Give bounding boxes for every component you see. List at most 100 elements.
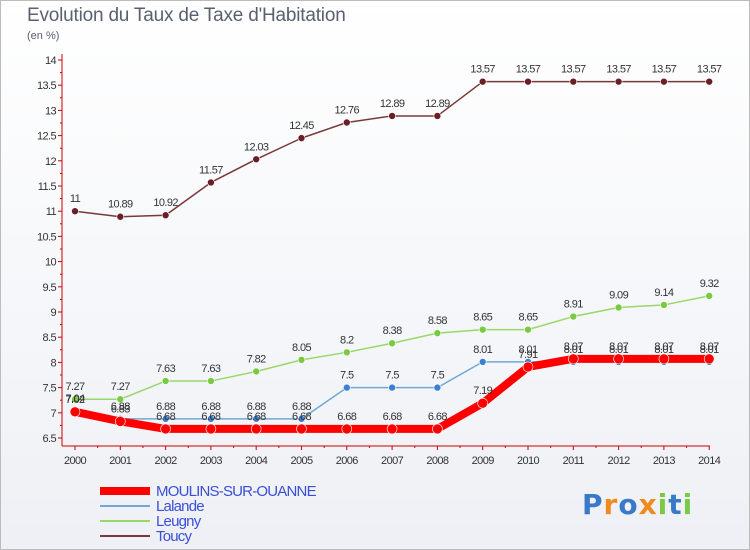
data-point xyxy=(71,207,79,215)
x-tick-label: 2007 xyxy=(381,455,404,467)
data-label: 9.32 xyxy=(700,278,719,290)
data-label: 7.02 xyxy=(65,394,84,406)
data-label: 6.68 xyxy=(428,411,447,423)
data-point xyxy=(297,134,306,142)
data-label: 8.65 xyxy=(473,312,492,324)
x-tick-label: 2003 xyxy=(200,455,223,467)
data-point xyxy=(478,325,487,334)
data-label: 8.05 xyxy=(292,342,311,354)
data-label: 13.57 xyxy=(516,64,541,76)
data-label: 12.89 xyxy=(380,98,405,110)
data-label: 8.2 xyxy=(340,334,354,346)
data-label: 7.5 xyxy=(340,370,354,382)
data-label: 8.07 xyxy=(654,341,673,353)
data-point xyxy=(614,77,623,86)
data-point xyxy=(69,406,81,418)
data-point xyxy=(388,112,396,120)
y-tick-label: 10.5 xyxy=(37,231,56,243)
data-point xyxy=(569,77,578,86)
data-label: 6.88 xyxy=(156,401,175,413)
data-point xyxy=(71,395,79,403)
brand-letter: o xyxy=(618,488,639,521)
data-point xyxy=(433,329,442,337)
x-tick-label: 2000 xyxy=(64,455,87,467)
data-label: 7.63 xyxy=(201,363,220,375)
x-tick-label: 2005 xyxy=(290,455,313,467)
data-label: 12.89 xyxy=(425,98,450,110)
x-tick-label: 2008 xyxy=(426,455,449,467)
x-tick-label: 2006 xyxy=(336,455,359,467)
brand-letter: r xyxy=(603,488,619,521)
data-point xyxy=(205,423,217,435)
legend-label-lalande: Lalande xyxy=(156,498,205,515)
data-label: 6.68 xyxy=(201,411,220,423)
data-point xyxy=(703,353,715,365)
data-point xyxy=(388,383,396,392)
series-moulins-sur-ouanne: 7.02 6.83 6.68 6.68 6.68 6.68 6.68 6.68 6.68 7.19… xyxy=(65,341,720,435)
data-point xyxy=(252,415,261,423)
data-point xyxy=(252,367,261,376)
data-point xyxy=(160,423,171,435)
y-tick-label: 9.5 xyxy=(43,282,57,294)
y-tick-label: 11.5 xyxy=(38,181,57,193)
data-label: 6.68 xyxy=(292,411,311,423)
series-toucy: 11 10.89 10.92 11.57 12.03 12.45 12.76 12.89 12.… xyxy=(70,64,723,221)
data-label: 6.88 xyxy=(111,401,130,413)
data-point xyxy=(207,377,215,385)
data-point xyxy=(660,301,668,309)
brand-letter: i xyxy=(682,488,694,521)
data-point xyxy=(115,416,126,427)
data-label: 6.68 xyxy=(156,411,175,423)
y-tick-label: 6.5 xyxy=(43,433,57,445)
data-label: 7.27 xyxy=(65,381,84,393)
data-label: 7.27 xyxy=(111,381,130,393)
data-label: 9.09 xyxy=(609,289,628,301)
data-label: 8.01 xyxy=(518,344,537,356)
y-tick-label: 14 xyxy=(45,55,57,67)
y-tick-label: 13.5 xyxy=(37,80,56,92)
data-point xyxy=(207,415,215,423)
data-point xyxy=(705,77,714,86)
data-label: 8.07 xyxy=(700,341,719,353)
x-tick-label: 2001 xyxy=(109,455,132,467)
data-point xyxy=(161,415,170,423)
data-label: 8.01 xyxy=(609,344,628,356)
data-point xyxy=(660,77,668,86)
data-label: 10.92 xyxy=(153,197,178,209)
data-label: 6.68 xyxy=(337,411,356,423)
data-point xyxy=(522,361,534,373)
data-label: 12.03 xyxy=(244,141,269,153)
data-label: 12.45 xyxy=(289,120,314,132)
data-point xyxy=(388,339,396,348)
data-label: 13.57 xyxy=(470,64,495,76)
data-label: 8.58 xyxy=(428,315,447,327)
x-tick-label: 2011 xyxy=(563,455,585,467)
data-label: 8.07 xyxy=(564,341,583,353)
data-point xyxy=(207,178,215,187)
y-tick-label: 12 xyxy=(45,156,57,168)
legend-label-moulins: MOULINS-SUR-OUANNE xyxy=(156,483,317,500)
data-point xyxy=(342,348,351,357)
data-point xyxy=(524,77,532,86)
y-tick-label: 12.5 xyxy=(37,131,56,143)
data-point xyxy=(341,423,353,435)
x-tick-label: 2012 xyxy=(608,455,631,467)
data-point xyxy=(432,423,443,435)
y-tick-label: 10 xyxy=(45,257,57,269)
brand-letter: x xyxy=(638,488,658,521)
x-tick-label: 2010 xyxy=(517,455,540,467)
data-label: 10.89 xyxy=(108,199,133,211)
data-label: 7.5 xyxy=(431,370,445,382)
data-label: 6.68 xyxy=(383,411,402,423)
data-point xyxy=(161,211,170,220)
data-point xyxy=(296,423,307,435)
data-label: 13.57 xyxy=(606,64,631,76)
data-label: 7.91 xyxy=(518,349,537,361)
data-point xyxy=(116,212,125,221)
data-point xyxy=(478,358,487,366)
data-point xyxy=(433,112,442,120)
y-tick-label: 7 xyxy=(50,408,56,420)
data-label: 7.82 xyxy=(247,353,266,365)
data-label: 6.68 xyxy=(247,411,266,423)
